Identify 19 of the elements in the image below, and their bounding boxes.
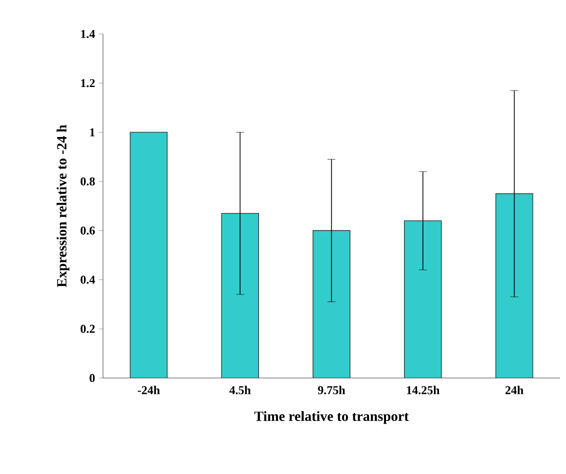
x-tick-label: 4.5h bbox=[229, 386, 251, 394]
y-axis-title: Expression relative to -24 h bbox=[56, 124, 70, 288]
y-tick-label: 1.2 bbox=[81, 79, 95, 88]
bar bbox=[404, 220, 442, 378]
y-tick-label: 0.6 bbox=[80, 226, 95, 235]
x-tick-label: -24h bbox=[138, 386, 160, 394]
x-tick-label: 14.25h bbox=[407, 386, 440, 394]
y-tick-label: 1 bbox=[90, 128, 95, 136]
y-tick-label: 0.4 bbox=[80, 276, 95, 284]
y-tick-label: 0.2 bbox=[80, 324, 95, 333]
y-tick-label: 0.8 bbox=[80, 177, 95, 186]
bar bbox=[221, 212, 259, 378]
x-axis-title: Time relative to transport bbox=[254, 411, 409, 424]
bar bbox=[312, 230, 350, 378]
bar bbox=[130, 132, 168, 378]
x-tick-label: 9.75h bbox=[318, 386, 346, 394]
x-tick-label: 24h bbox=[505, 386, 524, 394]
y-tick-label: 0 bbox=[90, 374, 95, 382]
y-tick-label: 1.4 bbox=[81, 30, 95, 38]
